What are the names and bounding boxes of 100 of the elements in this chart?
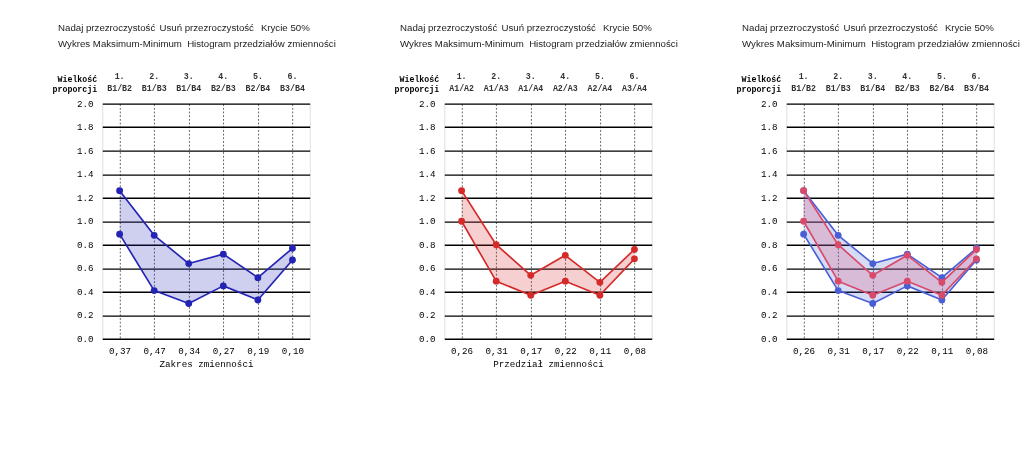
y-tick-label: 1.0 (76, 216, 94, 228)
y-tick-label: 0.4 (76, 286, 95, 298)
point (116, 187, 124, 195)
y-tick-label: 1.8 (418, 122, 436, 134)
point (834, 241, 842, 249)
x-tick-label: 0,27 (212, 345, 235, 357)
point (800, 217, 808, 225)
point (561, 277, 569, 285)
x-tick-label: 0,08 (965, 345, 988, 357)
point (869, 271, 877, 279)
x-tick-label: 0,10 (281, 345, 304, 357)
y-tick-label: 1.8 (760, 122, 778, 134)
x-tick-label: 0,34 (178, 345, 201, 357)
text: 4. (218, 71, 229, 81)
y-tick-label: 0.2 (76, 310, 94, 322)
text: A2/A3 (552, 83, 578, 93)
text: B3/B4 (964, 83, 989, 93)
point (800, 230, 808, 238)
text: 1. (114, 71, 125, 81)
text: B3/B4 (280, 83, 305, 93)
text: 5. (252, 71, 263, 81)
text: B1/B4 (176, 83, 202, 93)
y-tick-label: 1.0 (418, 216, 436, 228)
text: A3/A4 (622, 83, 647, 93)
point (596, 278, 604, 286)
x-axis-title: Zakres zmienności (159, 358, 254, 370)
text: Krycie 50% (944, 21, 995, 33)
y-tick-label: 1.0 (760, 216, 778, 228)
y-tick-label: 0.0 (418, 333, 436, 345)
y-tick-label: 1.4 (760, 169, 779, 181)
point (834, 231, 842, 239)
text: 5. (594, 71, 605, 81)
y-tick-label: 1.6 (760, 145, 778, 157)
text: 3. (183, 71, 194, 81)
text: Histogram przedziałów zmienności (187, 38, 336, 50)
point (631, 246, 638, 253)
text: B2/B4 (245, 83, 271, 93)
point (869, 260, 877, 267)
point (150, 287, 158, 294)
text: B1/B3 (825, 83, 851, 93)
point (869, 300, 877, 307)
text: B1/B2 (107, 83, 133, 93)
x-tick-label: 0,11 (931, 345, 954, 357)
point (492, 241, 500, 249)
y-tick-label: 0.0 (760, 333, 778, 345)
text: 2. (149, 71, 160, 81)
y-tick-label: 0.8 (418, 239, 436, 251)
x-tick-label: 0,26 (451, 345, 474, 357)
point (116, 230, 124, 238)
point (219, 282, 227, 290)
y-tick-label: 2.0 (76, 98, 94, 110)
y-tick-label: 1.4 (418, 169, 437, 181)
y-tick-label: 1.6 (418, 145, 436, 157)
point (254, 274, 262, 282)
text: 4. (560, 71, 571, 81)
point (150, 231, 158, 239)
text: Wykres Maksimum-Minimum (58, 38, 182, 50)
text: B2/B4 (929, 83, 955, 93)
x-tick-label: 0,17 (520, 345, 543, 357)
y-tick-label: 1.8 (76, 122, 94, 134)
text: 6. (971, 71, 982, 81)
y-tick-label: 0.6 (418, 263, 436, 275)
point (527, 291, 535, 299)
x-tick-label: 0,47 (143, 345, 166, 357)
text: Wykres Maksimum-Minimum (742, 38, 866, 50)
x-tick-label: 0,17 (862, 345, 885, 357)
text: Krycie 50% (602, 21, 653, 33)
text: 6. (287, 71, 298, 81)
text: Histogram przedziałów zmienności (871, 38, 1020, 50)
y-tick-label: 1.4 (76, 169, 95, 181)
y-tick-label: 0.6 (760, 263, 778, 275)
text: 3. (525, 71, 536, 81)
y-axis-title: Wielkość proporcji (394, 75, 440, 95)
text: 2. (491, 71, 502, 81)
text: Wykres Maksimum-Minimum (400, 38, 524, 50)
point (903, 277, 911, 285)
point (834, 287, 842, 294)
text: Nadaj przezroczystość (58, 21, 156, 33)
x-tick-label: 0,31 (485, 345, 509, 357)
y-tick-label: 2.0 (760, 98, 778, 110)
text: 1. (798, 71, 809, 81)
point (561, 251, 569, 259)
text: B1/B4 (860, 83, 886, 93)
text: 2. (833, 71, 844, 81)
y-tick-label: 0.2 (760, 310, 778, 322)
x-tick-label: 0,08 (623, 345, 646, 357)
y-tick-label: 1.6 (76, 145, 94, 157)
text: B2/B3 (894, 83, 920, 93)
y-tick-label: 1.2 (76, 192, 94, 204)
text: Histogram przedziałów zmienności (529, 38, 678, 50)
point (869, 291, 877, 299)
x-tick-label: 0,11 (589, 345, 612, 357)
point (458, 187, 466, 195)
x-tick-label: 0,31 (827, 345, 851, 357)
x-tick-label: 0,26 (793, 345, 816, 357)
text: 6. (629, 71, 640, 81)
y-tick-label: 0.2 (418, 310, 436, 322)
y-tick-label: 1.2 (418, 192, 436, 204)
y-tick-label: 0.8 (76, 239, 94, 251)
y-tick-label: 0.8 (760, 239, 778, 251)
